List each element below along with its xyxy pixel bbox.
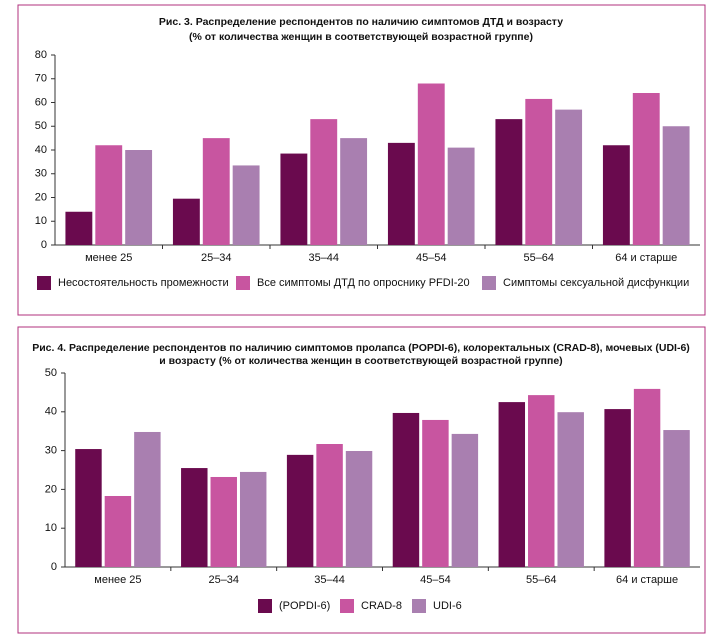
bar <box>447 147 475 245</box>
x-tick-label: 64 и старше <box>615 252 677 264</box>
bar <box>663 430 690 567</box>
chart-title: Рис. 3. Распределение респондентов по на… <box>159 16 563 28</box>
bar <box>451 433 479 567</box>
bar <box>104 495 132 567</box>
chart-title: и возрасту (% от количества женщин в соо… <box>159 355 562 367</box>
legend-label: UDI-6 <box>433 600 462 612</box>
bar <box>392 412 420 567</box>
y-tick-label: 10 <box>35 215 47 227</box>
bar <box>662 126 690 245</box>
chart-title: Рис. 4. Распределение респондентов по на… <box>32 342 690 354</box>
bar <box>232 165 260 245</box>
legend-label: Несостоятельность промежности <box>58 277 229 289</box>
legend-label: Все симптомы ДТД по опроснику PFDI-20 <box>257 277 470 289</box>
bar <box>528 395 555 567</box>
x-tick-label: 45–54 <box>416 252 447 264</box>
bar <box>310 119 338 245</box>
bar <box>181 468 208 567</box>
legend-swatch <box>37 276 51 290</box>
bar <box>557 412 584 567</box>
y-tick-label: 50 <box>35 120 47 132</box>
y-tick-label: 20 <box>45 483 57 495</box>
bar <box>172 198 200 245</box>
legend-swatch <box>236 276 250 290</box>
y-tick-label: 30 <box>35 168 47 180</box>
chart-title: (% от количества женщин в соответствующе… <box>189 31 533 43</box>
x-tick-label: 55–64 <box>523 252 554 264</box>
x-tick-label: менее 25 <box>94 574 141 586</box>
legend-swatch <box>340 599 354 613</box>
y-tick-label: 20 <box>35 191 47 203</box>
bar <box>417 83 445 245</box>
bar <box>555 109 583 245</box>
bar <box>202 138 230 245</box>
bar <box>280 153 308 245</box>
x-tick-label: менее 25 <box>85 252 132 264</box>
x-tick-label: 25–34 <box>201 252 232 264</box>
legend-swatch <box>258 599 272 613</box>
frame <box>17 4 706 316</box>
legend-label: (POPDI-6) <box>279 600 330 612</box>
y-tick-label: 60 <box>35 96 47 108</box>
y-tick-label: 40 <box>35 144 47 156</box>
legend-swatch <box>412 599 426 613</box>
bar <box>345 450 373 567</box>
x-tick-label: 55–64 <box>526 574 557 586</box>
y-tick-label: 30 <box>45 445 57 457</box>
bar <box>495 119 523 245</box>
bar <box>95 145 123 245</box>
bar <box>65 211 93 245</box>
bar <box>604 409 631 567</box>
bar <box>632 93 660 245</box>
bar <box>498 402 526 567</box>
y-tick-label: 80 <box>35 49 47 61</box>
legend-label: Симптомы сексуальной дисфункции <box>503 277 689 289</box>
y-tick-label: 10 <box>45 522 57 534</box>
bar <box>75 449 102 567</box>
bar <box>316 444 343 567</box>
legend-label: CRAD-8 <box>361 600 402 612</box>
bar <box>286 454 314 567</box>
y-tick-label: 0 <box>41 239 47 251</box>
legend-swatch <box>482 276 496 290</box>
x-tick-label: 35–44 <box>314 574 345 586</box>
bar <box>387 142 415 245</box>
y-tick-label: 0 <box>51 561 57 573</box>
bar <box>633 388 661 567</box>
bar <box>422 419 449 567</box>
x-tick-label: 64 и старше <box>616 574 678 586</box>
x-tick-label: 35–44 <box>308 252 339 264</box>
bar <box>210 476 237 567</box>
y-tick-label: 50 <box>45 367 57 379</box>
bar <box>602 145 630 245</box>
bar <box>125 150 153 245</box>
bar <box>239 471 267 567</box>
bar <box>340 138 368 245</box>
bar <box>134 431 161 567</box>
x-tick-label: 45–54 <box>420 574 451 586</box>
frame <box>17 326 706 634</box>
y-tick-label: 40 <box>45 406 57 418</box>
bar <box>525 98 553 245</box>
y-tick-label: 70 <box>35 73 47 85</box>
x-tick-label: 25–34 <box>208 574 239 586</box>
